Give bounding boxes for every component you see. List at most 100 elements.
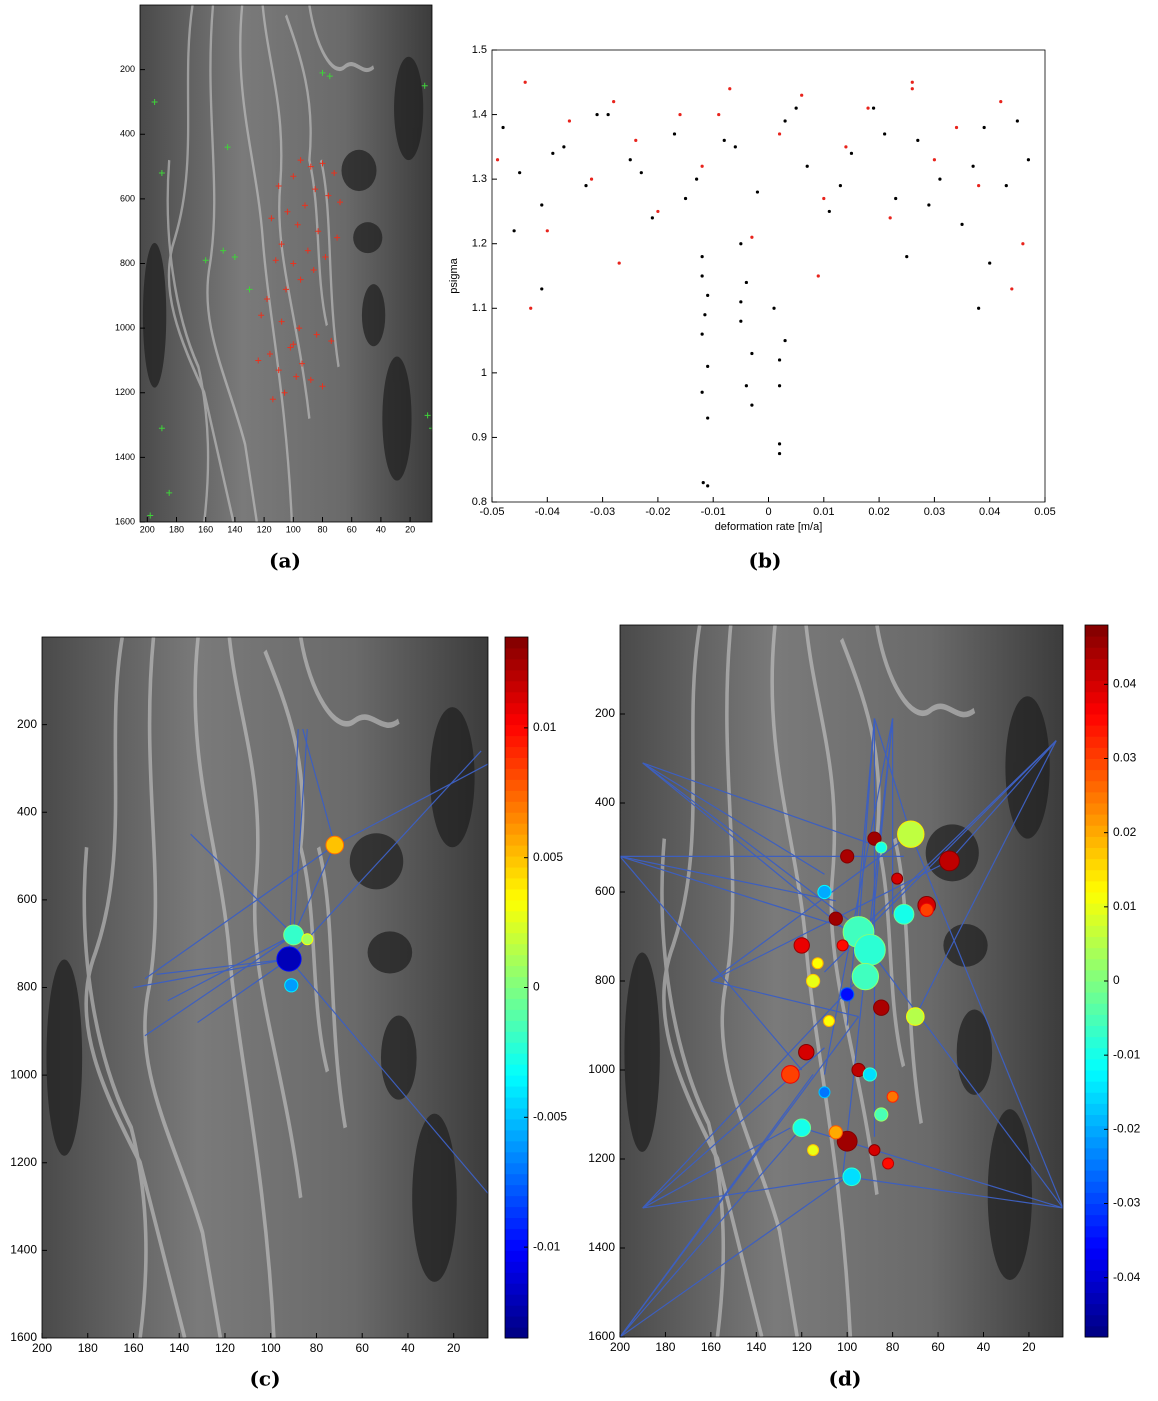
x-tick-label: 120	[215, 1341, 235, 1355]
axes-frame	[491, 49, 1046, 503]
point	[755, 190, 760, 194]
point	[628, 158, 632, 162]
cross-marker	[429, 425, 432, 432]
colorbar-step	[1085, 1025, 1108, 1038]
colorbar-step	[505, 845, 528, 857]
colorbar-step	[505, 724, 528, 737]
point	[612, 100, 616, 104]
panel: 200 180 160 140 120 100 80 60 40 20 200 400 600 800 10…	[10, 636, 567, 1391]
point	[595, 112, 599, 117]
point	[772, 306, 776, 310]
colorbar-step	[505, 680, 528, 693]
point	[722, 138, 726, 142]
point	[701, 481, 705, 485]
edge	[620, 855, 836, 902]
cross-marker	[313, 331, 320, 338]
y-tick-label: 1200	[115, 387, 135, 397]
point	[700, 274, 704, 278]
colorbar-step	[505, 1031, 528, 1043]
colorbar-step	[1085, 836, 1108, 848]
colorbar-step	[505, 757, 528, 769]
cross-marker	[283, 286, 289, 293]
point	[706, 416, 710, 420]
bubble	[874, 1107, 889, 1122]
colorbar-step	[505, 823, 528, 835]
edge	[167, 934, 294, 1002]
point	[777, 132, 782, 136]
colorbar-step	[1085, 1159, 1108, 1171]
colorbar-step	[1085, 1292, 1108, 1305]
colorbar-tick-label: 0.02	[1113, 825, 1137, 839]
x-tick-label: 140	[169, 1341, 189, 1355]
cross-marker	[284, 208, 291, 215]
colorbar-tick-label: 0.005	[533, 850, 563, 864]
point	[1015, 119, 1019, 123]
bubble	[939, 850, 960, 872]
point	[954, 125, 959, 130]
x-tick-label: 180	[169, 524, 184, 534]
colorbar-step	[505, 658, 528, 671]
point	[960, 222, 964, 226]
colorbar-step	[505, 779, 528, 791]
colorbar-step	[1085, 903, 1108, 915]
panel: -0.05 -0.04 -0.03 -0.02 -0.01 0 0.01 0.02 0.03 0.…	[448, 44, 1056, 573]
bubble	[276, 946, 302, 972]
y-tick-label: 800	[17, 980, 37, 994]
colorbar-step	[505, 1107, 528, 1120]
colorbar-step	[1085, 869, 1108, 882]
colorbar-step	[1085, 825, 1108, 837]
x-tick-label: 0	[765, 506, 771, 518]
colorbar-step	[1085, 1081, 1108, 1093]
point	[739, 300, 743, 304]
colorbar-step	[1085, 1203, 1108, 1216]
cross-marker	[319, 69, 326, 76]
panel-caption: (a)	[269, 549, 301, 573]
point	[777, 451, 782, 456]
sar-image	[140, 5, 432, 522]
edge	[858, 740, 1057, 933]
bubble	[906, 1007, 925, 1026]
bubble	[836, 939, 849, 952]
cross-marker	[231, 254, 238, 261]
x-tick-label: -0.04	[535, 506, 560, 518]
y-tick-label: 1600	[588, 1329, 615, 1343]
point	[523, 80, 527, 84]
edge	[642, 1127, 791, 1209]
edge	[642, 762, 859, 929]
colorbar-step	[1085, 1259, 1108, 1271]
edge	[642, 971, 866, 1209]
colorbar-tick-label: 0.01	[1113, 899, 1137, 913]
colorbar-tick-label: 0.04	[1113, 677, 1137, 691]
edge	[620, 855, 859, 933]
point	[1004, 184, 1008, 188]
x-tick-label: 180	[78, 1341, 98, 1355]
colorbar-step	[505, 1162, 528, 1175]
colorbar-tick-label: 0	[1113, 973, 1120, 987]
cross-marker	[304, 247, 311, 254]
edge	[288, 750, 482, 960]
point	[739, 242, 743, 246]
point	[567, 119, 572, 123]
colorbar-step	[1085, 1314, 1108, 1327]
bubble	[828, 911, 843, 926]
point	[982, 125, 986, 130]
colorbar-step	[505, 669, 528, 682]
point	[678, 112, 682, 117]
x-tick-label: 0.01	[813, 506, 834, 518]
edge	[642, 762, 882, 849]
point	[703, 313, 707, 317]
point	[512, 229, 516, 233]
x-tick-label: 120	[257, 524, 272, 534]
bubble	[853, 933, 886, 966]
point	[883, 132, 887, 136]
bubble	[836, 1130, 858, 1152]
point	[750, 235, 754, 239]
bubble	[828, 1125, 843, 1140]
point	[849, 151, 854, 155]
x-tick-label: 200	[32, 1341, 52, 1355]
colorbar-step	[505, 987, 528, 999]
edge	[334, 763, 488, 846]
x-tick-label: 160	[123, 1341, 143, 1355]
x-tick-label: -0.01	[701, 506, 726, 518]
colorbar-step	[505, 877, 528, 890]
